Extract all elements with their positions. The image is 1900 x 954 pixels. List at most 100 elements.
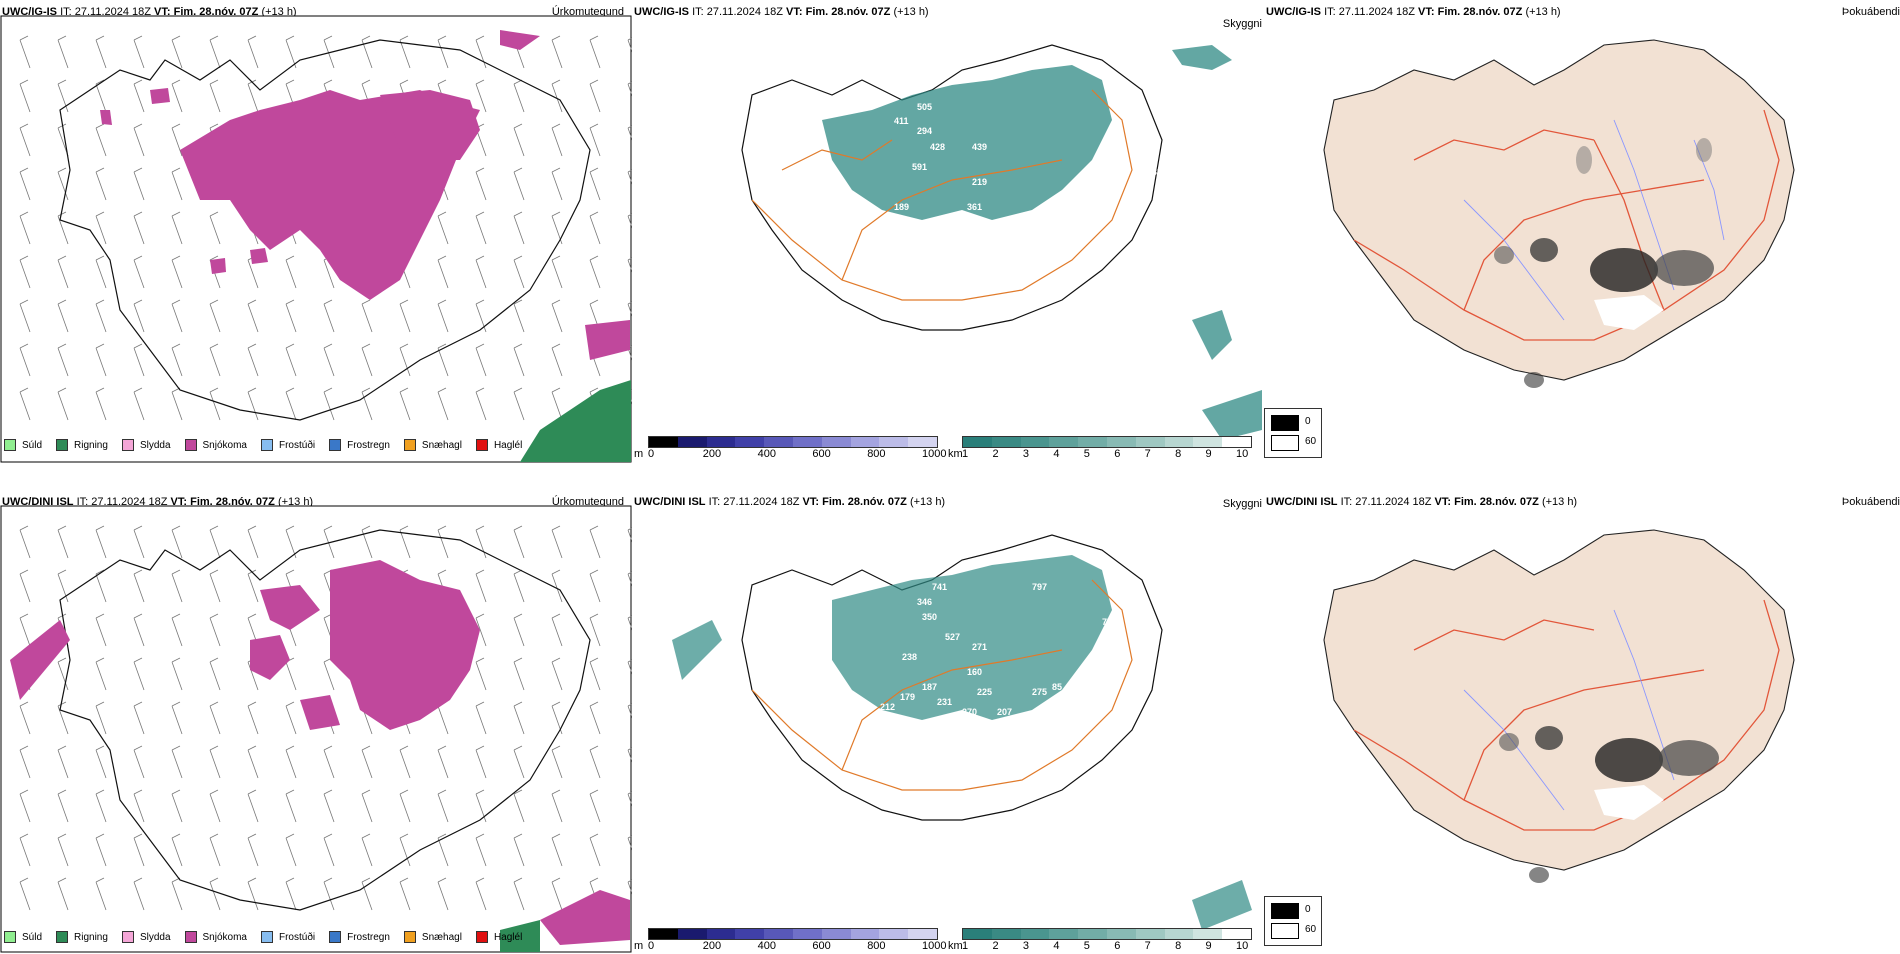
colorbar-swatch <box>821 437 851 447</box>
colorbar-swatch <box>677 929 707 939</box>
wind-barb <box>57 789 69 823</box>
colorbar-swatch <box>764 437 793 447</box>
wind-barb <box>171 343 183 377</box>
wind-barb <box>95 525 107 559</box>
wind-barb <box>57 211 69 245</box>
wind-barb <box>399 525 411 559</box>
colorbar-tick: 200 <box>702 448 722 460</box>
wind-barb <box>209 35 221 69</box>
wind-barb <box>399 343 411 377</box>
wind-barb <box>589 79 601 113</box>
wind-barb <box>551 877 563 911</box>
precip-legend: Súld Rigning Slydda Snjókoma Frostúði Fr… <box>4 928 536 946</box>
wind-barb <box>399 745 411 779</box>
wind-barb <box>513 877 525 911</box>
wind-barb <box>247 745 259 779</box>
cloud-base-height-label: 85 <box>1052 682 1062 692</box>
wind-barb <box>95 255 107 289</box>
wind-barb <box>551 255 563 289</box>
cloud-base-height-label: 231 <box>937 697 952 707</box>
cloud-base-height-label: 132 <box>852 212 867 222</box>
wind-barb <box>589 789 601 823</box>
wind-barb <box>323 789 335 823</box>
precip-type-map-top <box>0 15 632 463</box>
cloud-map-top: 505 411 294 428 439 591 219 189 361 215 132 169 272 1… <box>741 44 1262 440</box>
wind-barb <box>475 255 487 289</box>
colorbar-unit: m <box>634 940 644 952</box>
cloud-base-height-label: 179 <box>900 692 915 702</box>
wind-barb <box>133 299 145 333</box>
wind-barb <box>399 789 411 823</box>
wind-barb <box>209 525 221 559</box>
wind-barb <box>361 299 373 333</box>
wind-barb <box>19 701 31 735</box>
wind-barb <box>323 525 335 559</box>
colorbar-swatch <box>1049 929 1079 939</box>
wind-barb <box>171 833 183 867</box>
wind-barb <box>551 387 563 421</box>
wind-barb <box>171 211 183 245</box>
cloud-base-height-label: 77 <box>1102 617 1112 627</box>
cloud-base-colorbar: m 0 200 400 600 800 1000 <box>634 928 946 954</box>
wind-barb <box>19 789 31 823</box>
wind-barb <box>19 569 31 603</box>
wind-barb <box>57 167 69 201</box>
wind-barb <box>133 35 145 69</box>
wind-barb <box>399 877 411 911</box>
wind-barb <box>171 167 183 201</box>
wind-barb <box>589 833 601 867</box>
wind-barb <box>285 299 297 333</box>
panel-product-label: Úrkomutegund <box>551 496 624 508</box>
wind-barb <box>209 387 221 421</box>
colorbar-swatch <box>649 437 678 447</box>
wind-barb <box>95 569 107 603</box>
wind-barb <box>209 745 221 779</box>
wind-barb <box>513 255 525 289</box>
wind-barb <box>95 167 107 201</box>
cloud-base-height-label: 212 <box>880 702 895 712</box>
wind-barb <box>57 701 69 735</box>
cloud-base-height-label: 350 <box>922 612 937 622</box>
wind-barb <box>475 657 487 691</box>
wind-barb <box>133 211 145 245</box>
snow-areas <box>100 30 630 360</box>
wind-barb <box>323 833 335 867</box>
wind-barb <box>513 343 525 377</box>
panel-product-label: Þokuábendi <box>1841 6 1900 18</box>
precip-type-panel-bottom: UWC/DINI ISL IT: 27.11.2024 18Z VT: Fim.… <box>0 480 632 953</box>
wind-barb <box>57 833 69 867</box>
wind-barb <box>133 657 145 691</box>
wind-barb <box>589 569 601 603</box>
cloud-base-height-label: 178 <box>992 227 1007 237</box>
cloud-base-colorbar: m 0 200 400 600 800 1000 <box>634 436 946 462</box>
wind-barb <box>133 79 145 113</box>
wind-barb <box>95 613 107 647</box>
cloud-panel-bottom: UWC/DINI ISL IT: 27.11.2024 18Z VT: Fim.… <box>632 480 1322 952</box>
wind-barb <box>171 123 183 157</box>
wind-barb <box>133 613 145 647</box>
wind-barb <box>475 877 487 911</box>
cloud-base-height-label: 227 <box>1042 712 1057 722</box>
colorbar-unit: km <box>948 940 963 952</box>
wind-barb <box>171 35 183 69</box>
colorbar-swatch <box>1078 929 1107 939</box>
wind-barb <box>361 877 373 911</box>
wind-barb <box>171 79 183 113</box>
wind-barb <box>475 789 487 823</box>
colorbar-swatch <box>1049 437 1079 447</box>
wind-barb <box>95 701 107 735</box>
colorbar-tick: 5 <box>1083 940 1090 952</box>
wind-barb <box>475 525 487 559</box>
wind-barb <box>589 211 601 245</box>
wind-barb <box>19 123 31 157</box>
wind-barb <box>285 255 297 289</box>
wind-barb <box>627 747 632 763</box>
wind-barb <box>437 255 449 289</box>
cloud-base-height-label: 527 <box>945 632 960 642</box>
wind-barb <box>589 613 601 647</box>
wind-barb <box>133 123 145 157</box>
cloud-base-height-label: 272 <box>962 222 977 232</box>
colorbar-tick: 6 <box>1114 448 1121 460</box>
wind-barb <box>551 35 563 69</box>
